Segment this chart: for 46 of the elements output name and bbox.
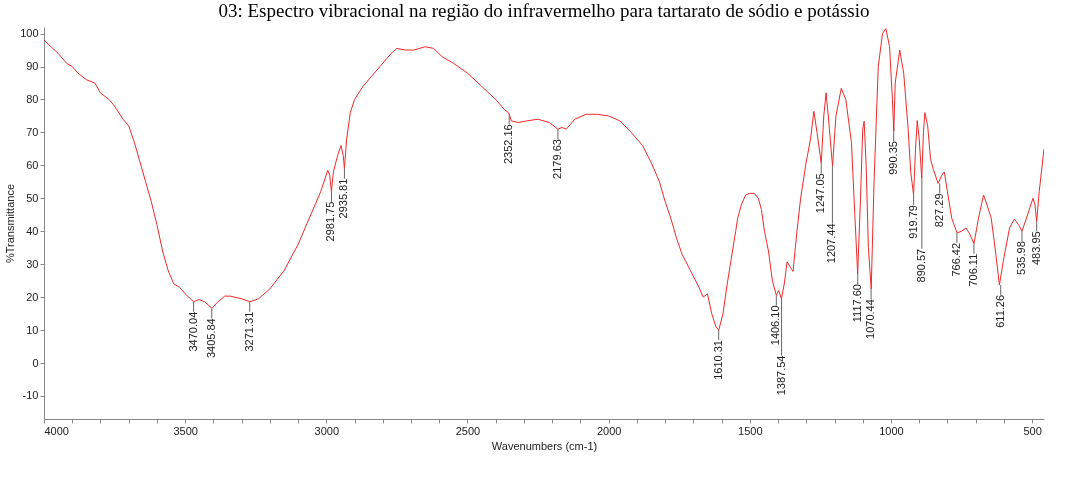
y-tick-label: 40 — [26, 224, 39, 237]
annotation: 2981.75 — [324, 201, 337, 242]
annotation: 3470.04 — [186, 311, 199, 352]
x-tick-label: 500 — [1023, 424, 1042, 437]
annotation: 1247.05 — [814, 173, 827, 214]
y-tick-label: 90 — [26, 60, 39, 73]
annotation: 1207.44 — [825, 223, 838, 264]
x-tick-label: 2500 — [455, 424, 481, 437]
annotation: 2352.16 — [502, 124, 515, 165]
annotation: 890.57 — [914, 248, 927, 283]
y-tick-label: 20 — [26, 290, 39, 303]
x-tick-label: 3500 — [173, 424, 198, 437]
annotation: 766.42 — [949, 242, 962, 277]
annotation: 1387.54 — [774, 355, 787, 396]
annotation: 1406.10 — [769, 305, 782, 346]
y-tick-label: 80 — [26, 92, 39, 105]
annotation: 2179.63 — [550, 139, 563, 179]
x-axis-title: Wavenumbers (cm-1) — [491, 439, 598, 452]
x-tick-label: 1000 — [879, 424, 904, 437]
annotation: 827.29 — [932, 193, 945, 228]
annotation: 990.35 — [886, 141, 899, 175]
y-tick-label: 100 — [20, 27, 39, 40]
x-tick-label: 2000 — [596, 424, 622, 437]
chart-title: 03: Espectro vibracional na região do infravermelho para tartarato de sódio e potássio — [218, 0, 870, 21]
annotation: 919.79 — [906, 205, 919, 239]
y-tick-label: 50 — [26, 191, 39, 204]
y-tick-label: -10 — [22, 389, 39, 402]
y-axis-title: %Transmittance — [4, 183, 17, 264]
annotation: 535.98 — [1014, 241, 1027, 275]
x-tick-label: 4000 — [44, 424, 69, 437]
y-tick-label: 70 — [26, 125, 39, 138]
annotation: 611.26 — [993, 294, 1006, 328]
y-tick-label: 0 — [32, 356, 39, 369]
annotation: 1610.31 — [711, 340, 724, 380]
annotation: 706.11 — [966, 253, 979, 287]
annotation: 2935.81 — [337, 178, 350, 219]
annotation: 3405.84 — [204, 318, 217, 359]
y-tick-label: 30 — [26, 257, 39, 270]
annotation: 1117.60 — [850, 284, 863, 323]
x-tick-label: 1500 — [738, 424, 763, 437]
annotation: 1070.44 — [864, 299, 877, 339]
annotation: 3271.31 — [242, 311, 255, 352]
annotation: 483.95 — [1029, 231, 1042, 266]
y-tick-label: 10 — [26, 323, 39, 336]
x-tick-label: 3000 — [314, 424, 340, 437]
y-tick-label: 60 — [26, 158, 39, 171]
